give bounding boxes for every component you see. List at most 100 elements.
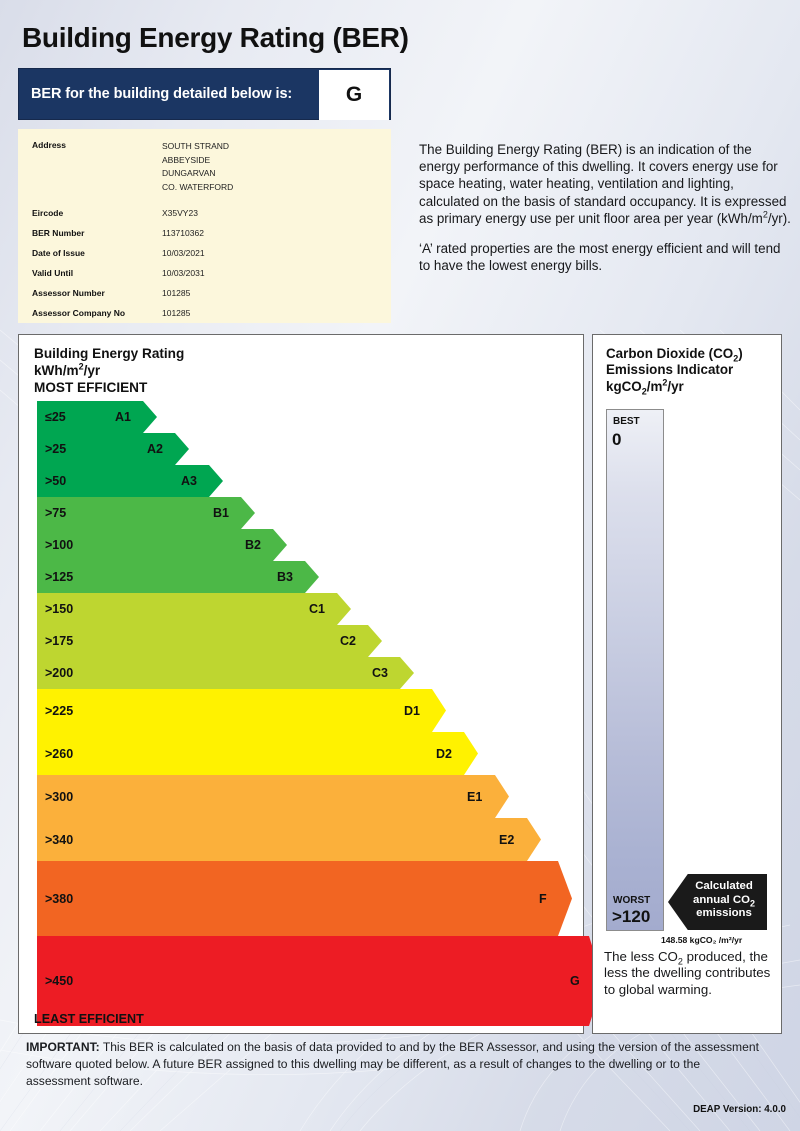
- energy-rating-chart-card: Building Energy Rating kWh/m2/yr MOST EF…: [18, 334, 689, 1034]
- rating-band-a2: >25 A2: [37, 433, 577, 465]
- eircode-value: X35VY23: [162, 208, 198, 218]
- rating-band-f: >380 F: [37, 861, 577, 936]
- band-grade-label: A2: [147, 442, 163, 456]
- co2-title-a: Carbon Dioxide (CO: [606, 346, 734, 361]
- assessor-number-label: Assessor Number: [32, 288, 105, 298]
- rating-band-bar: >340 E2: [37, 818, 541, 861]
- co2-worst-label: WORST: [613, 895, 651, 906]
- spacer-row: [32, 194, 233, 208]
- rating-band-bar: >225 D1: [37, 689, 446, 732]
- table-row: Assessor Number 101285: [32, 288, 233, 308]
- rating-band-d1: >225 D1: [37, 689, 577, 732]
- date-of-issue-value: 10/03/2021: [162, 248, 205, 258]
- band-grade-label: A3: [181, 474, 197, 488]
- band-grade-label: C1: [309, 602, 325, 616]
- co2-unit-c: /yr: [667, 378, 684, 394]
- co2-unit: kgCO2/m2/yr: [606, 378, 743, 397]
- co2-unit-subscript: 2: [641, 386, 647, 397]
- band-threshold-label: >260: [45, 746, 74, 761]
- co2-title-line2: Emissions Indicator: [606, 362, 734, 378]
- band-threshold-label: >150: [45, 602, 74, 616]
- band-threshold-label: >75: [45, 506, 67, 520]
- intro-p1-part-a: The Building Energy Rating (BER) is an i…: [419, 142, 787, 226]
- intro-p1-superscript: 2: [762, 209, 768, 220]
- rating-band-d2: >260 D2: [37, 732, 577, 775]
- footer-important-text: This BER is calculated on the basis of d…: [26, 1040, 759, 1088]
- band-threshold-label: >200: [45, 666, 74, 680]
- rating-band-bar: >380 F: [37, 861, 572, 936]
- rating-band-bar: >50 A3: [37, 465, 223, 497]
- ber-banner: BER for the building detailed below is: …: [18, 68, 391, 120]
- rating-band-b1: >75 B1: [37, 497, 577, 529]
- valid-until-label: Valid Until: [32, 268, 74, 278]
- rating-band-bar: >75 B1: [37, 497, 255, 529]
- most-efficient-label: MOST EFFICIENT: [34, 380, 148, 395]
- co2-pointer-line3: emissions: [696, 907, 752, 920]
- address-table: Address SOUTH STRAND ABBEYSIDE DUNGARVAN…: [32, 140, 233, 328]
- band-threshold-label: >100: [45, 538, 74, 552]
- rating-band-bar: >125 B3: [37, 561, 319, 593]
- band-grade-label: B1: [213, 506, 229, 520]
- table-row: Eircode X35VY23: [32, 208, 233, 228]
- rating-band-a3: >50 A3: [37, 465, 577, 497]
- date-of-issue-label: Date of Issue: [32, 248, 85, 258]
- chart-unit-suffix: /yr: [83, 362, 101, 378]
- spacer-cell: [32, 194, 162, 208]
- band-grade-label: E2: [499, 832, 515, 847]
- band-grade-label: F: [539, 891, 547, 906]
- chart-unit-superscript: 2: [78, 360, 84, 371]
- address-value: SOUTH STRAND ABBEYSIDE DUNGARVAN CO. WAT…: [162, 140, 233, 194]
- co2-title-subscript: 2: [733, 353, 739, 364]
- rating-band-b3: >125 B3: [37, 561, 577, 593]
- address-line: SOUTH STRAND: [162, 141, 230, 151]
- band-threshold-label: >125: [45, 570, 74, 584]
- co2-calculated-value: 148.58 kgCO₂ /m²/yr: [661, 935, 743, 945]
- footer-important-label: IMPORTANT:: [26, 1040, 100, 1054]
- band-grade-label: E1: [467, 789, 483, 804]
- ber-banner-label: BER for the building detailed below is:: [31, 86, 293, 102]
- address-label: Address: [32, 140, 67, 150]
- chart-unit-prefix: kWh/m: [34, 362, 79, 378]
- rating-band-a1: ≤25 A1: [37, 401, 577, 433]
- band-grade-label: B3: [277, 570, 293, 584]
- intro-text: The Building Energy Rating (BER) is an i…: [419, 141, 791, 287]
- co2-note: The less CO2 produced, the less the dwel…: [604, 949, 780, 998]
- co2-best-label: BEST: [613, 416, 640, 427]
- co2-gradient-scale: BEST 0 WORST >120: [606, 409, 664, 931]
- band-threshold-label: >380: [45, 891, 74, 906]
- co2-best-value: 0: [612, 430, 622, 449]
- rating-band-c3: >200 C3: [37, 657, 577, 689]
- table-row: Date of Issue 10/03/2021: [32, 248, 233, 268]
- band-threshold-label: >450: [45, 974, 74, 988]
- band-grade-label: C2: [340, 634, 356, 648]
- co2-title-line1: Carbon Dioxide (CO2): [606, 346, 743, 364]
- band-grade-label: D2: [436, 746, 452, 761]
- footer-important-note: IMPORTANT: This BER is calculated on the…: [26, 1039, 766, 1090]
- address-line: ABBEYSIDE: [162, 154, 211, 165]
- co2-unit-a: kgCO: [606, 378, 642, 394]
- least-efficient-label: LEAST EFFICIENT: [34, 1012, 144, 1026]
- rating-band-bar: >260 D2: [37, 732, 478, 775]
- co2-pointer-line2: annual CO2: [685, 894, 763, 908]
- co2-pointer-subscript: 2: [749, 897, 755, 908]
- intro-p1-part-b: /yr).: [767, 210, 791, 226]
- co2-unit-b: /m: [646, 378, 663, 394]
- rating-band-bar: >100 B2: [37, 529, 287, 561]
- band-grade-label: A1: [115, 410, 131, 424]
- co2-title-b: ): [738, 346, 743, 361]
- co2-pointer-line2-a: annual CO: [693, 893, 750, 906]
- co2-indicator-card: Carbon Dioxide (CO2) Emissions Indicator…: [592, 334, 782, 1034]
- band-grade-label: C3: [372, 666, 388, 680]
- co2-pointer-arrow: Calculated annual CO2 emissions: [668, 874, 767, 930]
- rating-band-bar: >25 A2: [37, 433, 189, 465]
- page-title: Building Energy Rating (BER): [22, 22, 409, 53]
- rating-band-bar: >300 E1: [37, 775, 509, 818]
- ber-number-label: BER Number: [32, 228, 85, 238]
- co2-note-b: produced, the less the dwelling contribu…: [604, 949, 771, 997]
- rating-band-bar: >150 C1: [37, 593, 351, 625]
- band-grade-label: B2: [245, 538, 261, 552]
- rating-band-bar: >175 C2: [37, 625, 382, 657]
- chart-title: Building Energy Rating: [34, 346, 185, 361]
- table-row: Valid Until 10/03/2031: [32, 268, 233, 288]
- band-threshold-label: >25: [45, 442, 67, 456]
